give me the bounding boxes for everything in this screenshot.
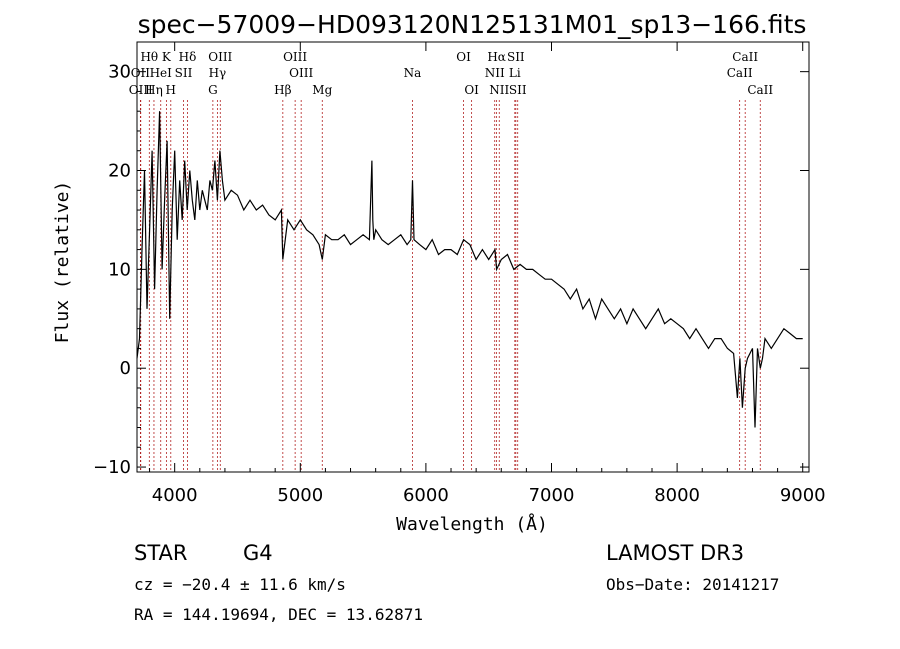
- x-tick-label: 6000: [403, 485, 449, 506]
- spectral-line-label: SII: [175, 66, 193, 80]
- spectral-line-label: Hθ: [140, 50, 158, 64]
- spectral-line-label: CaII: [727, 66, 753, 80]
- spectral-line-label: CaII: [732, 50, 758, 64]
- spectral-line-label: OIII: [208, 50, 232, 64]
- y-tick-label: 10: [108, 259, 131, 280]
- spectral-line-label: Na: [404, 66, 422, 80]
- spectral-line-label: H: [166, 83, 176, 97]
- observation-date: Obs−Date: 20141217: [606, 575, 779, 594]
- spectral-line-label: SII: [509, 83, 527, 97]
- spectral-line-label: NII: [485, 66, 505, 80]
- spectral-line-label: K: [162, 50, 172, 64]
- spectral-line-label: OIII: [129, 83, 153, 97]
- spectral-line-label: OIII: [283, 50, 307, 64]
- x-tick-label: 9000: [780, 485, 826, 506]
- x-tick-label: 4000: [152, 485, 198, 506]
- object-type: STAR: [134, 541, 187, 565]
- coordinates: RA = 144.19694, DEC = 13.62871: [134, 605, 423, 624]
- survey-name: LAMOST DR3: [606, 541, 744, 565]
- y-tick-label: 30: [108, 62, 131, 83]
- spectral-line-label: OII: [131, 66, 151, 80]
- spectral-line-label: OI: [456, 50, 471, 64]
- spectral-line-label: OI: [464, 83, 479, 97]
- flux-series-line: [136, 111, 803, 428]
- x-tick-label: 8000: [654, 485, 700, 506]
- y-axis-label: Flux (relative): [52, 181, 73, 344]
- chart-title: spec−57009−HD093120N125131M01_sp13−166.f…: [138, 10, 807, 39]
- x-tick-label: 5000: [277, 485, 323, 506]
- x-axis-label: Wavelength (Å): [396, 513, 548, 535]
- y-tick-label: 20: [108, 161, 131, 182]
- spectral-line-label: Hγ: [209, 66, 227, 80]
- spectral-line-label: CaII: [747, 83, 773, 97]
- spectral-line-label: G: [208, 83, 218, 97]
- spectral-line-label: Mg: [312, 83, 332, 97]
- object-subclass: G4: [243, 541, 273, 565]
- spectral-line-label: NII: [489, 83, 509, 97]
- x-tick-label: 7000: [529, 485, 575, 506]
- spectral-line-label: Hδ: [179, 50, 197, 64]
- spectral-line-label: HeI: [150, 66, 173, 80]
- axis-ticks: 4000 5000 6000 7000 8000 9000 −10 0 10 20 30: [93, 42, 826, 506]
- y-tick-label: 0: [120, 358, 131, 379]
- spectral-line-label: Li: [509, 66, 521, 80]
- redshift-cz: cz = −20.4 ± 11.6 km/s: [134, 575, 346, 594]
- spectral-line-label: Hβ: [274, 83, 291, 97]
- spectral-line-label: SII: [507, 50, 525, 64]
- spectral-line-label: Hα: [487, 50, 506, 64]
- plot-frame: [136, 41, 810, 473]
- spectral-line-label: OIII: [289, 66, 313, 80]
- spectral-line-label: Hη: [145, 83, 163, 97]
- y-tick-label: −10: [93, 457, 131, 478]
